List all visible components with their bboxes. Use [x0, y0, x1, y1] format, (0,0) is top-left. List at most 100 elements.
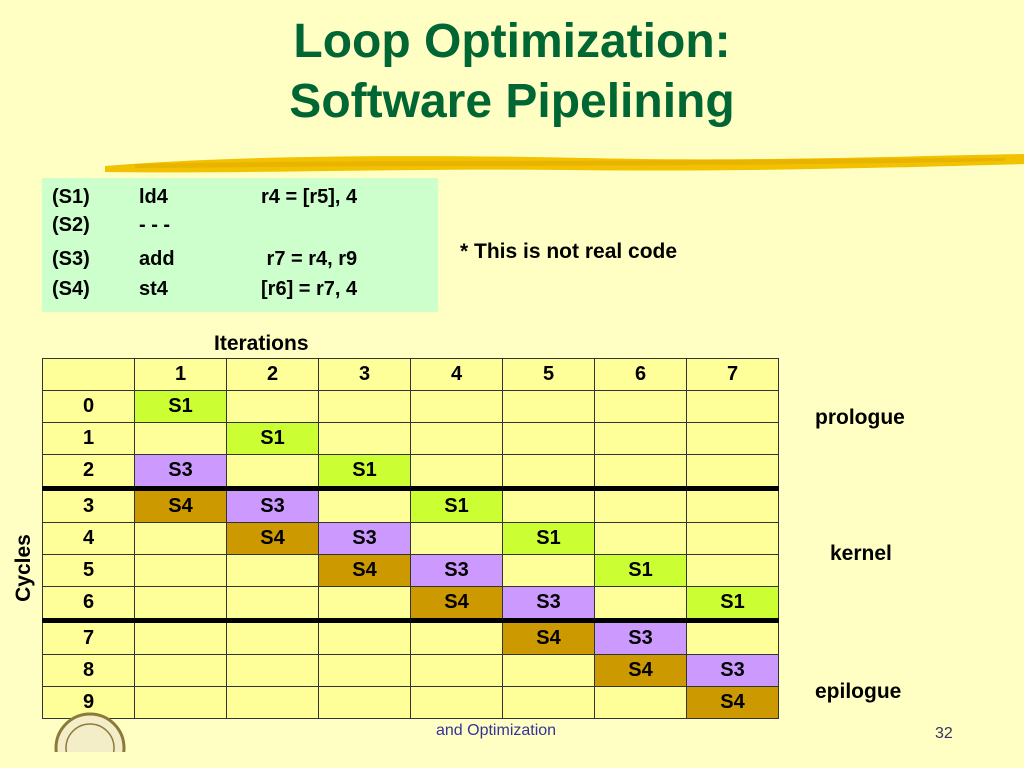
schedule-cell: [410, 654, 503, 687]
phase-label-prologue: prologue: [815, 406, 905, 429]
schedule-cell: [594, 522, 687, 555]
schedule-cell: [410, 522, 503, 555]
schedule-cell: [686, 390, 779, 423]
schedule-cell: [502, 654, 595, 687]
schedule-cell: [594, 454, 687, 489]
cycle-number-cell: 4: [42, 522, 135, 555]
schedule-cell: [686, 486, 779, 523]
schedule-cell: S3: [134, 454, 227, 489]
schedule-cell: [134, 586, 227, 621]
code-line: (S2) - - -: [42, 214, 438, 240]
table-row: 9 S4: [42, 686, 779, 719]
iteration-header-cell: 1: [134, 358, 227, 391]
schedule-cell: [318, 654, 411, 687]
schedule-cell: [134, 422, 227, 455]
disclaimer-note: * This is not real code: [460, 240, 678, 263]
code-label: (S4): [52, 278, 90, 300]
code-operands: r7 = r4, r9: [261, 248, 358, 270]
schedule-cell: [318, 686, 411, 719]
schedule-cell: [318, 390, 411, 423]
schedule-cell: [594, 486, 687, 523]
table-row: 3 S4 S3 S1: [42, 486, 779, 523]
brush-stroke-divider: [105, 154, 1024, 173]
schedule-cell: [134, 554, 227, 587]
schedule-cell: [410, 422, 503, 455]
schedule-cell: [226, 654, 319, 687]
code-op: st4: [139, 278, 168, 300]
pipeline-schedule-table: 1 2 3 4 5 6 7 0 S1 1 S1 2 S3 S1 3 S4 S3 S1 4 S4 S3 S1 5 S4 S3 S1 6…: [42, 358, 779, 719]
code-operands: [r6] = r7, 4: [261, 278, 358, 300]
schedule-cell: [502, 390, 595, 423]
schedule-cell: S3: [410, 554, 503, 587]
schedule-cell: [226, 554, 319, 587]
iteration-header-cell: 3: [318, 358, 411, 391]
code-line: (S1) ld4 r4 = [r5], 4: [42, 186, 438, 212]
schedule-cell: [226, 586, 319, 621]
schedule-cell: [226, 618, 319, 655]
iteration-header-cell: 2: [226, 358, 319, 391]
cycle-number-cell: 1: [42, 422, 135, 455]
title-line-1: Loop Optimization:: [293, 15, 731, 68]
schedule-cell: [226, 454, 319, 489]
table-row: 4 S4 S3 S1: [42, 522, 779, 555]
cycle-number-cell: 3: [42, 486, 135, 523]
schedule-cell: [594, 422, 687, 455]
phase-label-kernel: kernel: [830, 542, 892, 565]
code-operands: r4 = [r5], 4: [261, 186, 358, 208]
schedule-cell: [134, 522, 227, 555]
code-line: (S4) st4 [r6] = r7, 4: [42, 278, 438, 304]
schedule-cell: S4: [318, 554, 411, 587]
schedule-cell: [318, 618, 411, 655]
code-op: - - -: [139, 214, 171, 236]
slide-number: 32: [935, 725, 953, 742]
schedule-cell: S1: [686, 586, 779, 621]
schedule-cell: [502, 686, 595, 719]
table-row: 8 S4 S3: [42, 654, 779, 687]
schedule-cell: S1: [594, 554, 687, 587]
table-row: 6 S4 S3 S1: [42, 586, 779, 621]
schedule-cell: [134, 654, 227, 687]
university-seal-logo: [54, 712, 126, 752]
schedule-cell: S3: [318, 522, 411, 555]
schedule-cell: S1: [502, 522, 595, 555]
code-line: (S3) add r7 = r4, r9: [42, 248, 438, 274]
schedule-cell: S3: [226, 486, 319, 523]
schedule-cell: [502, 486, 595, 523]
schedule-cell: [410, 618, 503, 655]
schedule-cell: S1: [134, 390, 227, 423]
schedule-cell: [502, 454, 595, 489]
cycle-number-cell: 5: [42, 554, 135, 587]
schedule-cell: S4: [134, 486, 227, 523]
schedule-cell: [226, 686, 319, 719]
cycle-number-cell: 2: [42, 454, 135, 489]
table-row: 5 S4 S3 S1: [42, 554, 779, 587]
schedule-cell: S1: [226, 422, 319, 455]
code-op: add: [139, 248, 175, 270]
schedule-cell: [502, 422, 595, 455]
schedule-cell: [134, 686, 227, 719]
code-label: (S2): [52, 214, 90, 236]
phase-label-epilogue: epilogue: [815, 680, 902, 703]
schedule-cell: S4: [226, 522, 319, 555]
schedule-cell: [686, 422, 779, 455]
schedule-cell: S3: [502, 586, 595, 621]
table-row: 1 S1: [42, 422, 779, 455]
schedule-cell: [318, 586, 411, 621]
schedule-cell: S1: [318, 454, 411, 489]
table-row: 0 S1: [42, 390, 779, 423]
schedule-cell: [134, 618, 227, 655]
slide-title: Loop Optimization: Software Pipelining: [0, 12, 1024, 132]
cycles-axis-label: Cycles: [12, 534, 35, 602]
schedule-cell: [410, 686, 503, 719]
schedule-cell: [410, 454, 503, 489]
cycle-number-cell: 8: [42, 654, 135, 687]
schedule-cell: [686, 522, 779, 555]
iteration-header-cell: 4: [410, 358, 503, 391]
iteration-header-cell: 7: [686, 358, 779, 391]
schedule-cell: [318, 422, 411, 455]
schedule-cell: [686, 454, 779, 489]
table-corner-cell: [42, 358, 135, 391]
schedule-cell: [410, 390, 503, 423]
cycle-number-cell: 0: [42, 390, 135, 423]
